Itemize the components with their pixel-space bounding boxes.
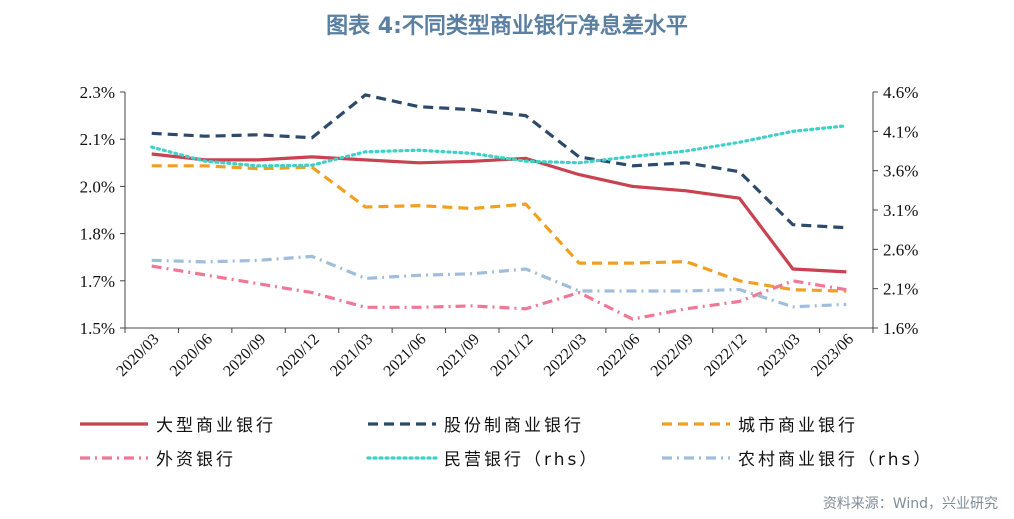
x-axis-tick-label: 2022/09	[648, 331, 697, 380]
x-axis-tick-label: 2023/03	[755, 331, 804, 380]
series-line-5	[151, 254, 847, 309]
series-line-3	[151, 264, 847, 321]
x-axis-tick-label: 2022/12	[701, 331, 750, 380]
right-axis-tick-label: 3.6%	[883, 162, 918, 181]
right-axis-tick-label: 1.6%	[883, 319, 918, 338]
left-axis-tick-label: 1.5%	[80, 319, 115, 338]
x-axis-tick-label: 2022/03	[541, 331, 590, 380]
series-line-0	[151, 152, 847, 274]
x-axis-tick-label: 2021/12	[487, 331, 536, 380]
right-axis-tick-label: 3.1%	[883, 201, 918, 220]
left-axis-tick-label: 2.3%	[80, 83, 115, 102]
legend-label-5: 农村商业银行（rhs）	[738, 450, 933, 470]
right-axis-tick-label: 2.1%	[883, 280, 918, 299]
series-line-2	[151, 164, 847, 293]
series-line-1	[151, 93, 847, 230]
chart-title: 图表 4:不同类型商业银行净息差水平	[326, 14, 688, 39]
x-axis-tick-label: 2021/09	[434, 331, 483, 380]
left-axis-tick-label: 1.7%	[80, 272, 115, 291]
left-axis-tick-label: 2.1%	[80, 130, 115, 149]
x-axis-tick-label: 2021/06	[381, 331, 430, 380]
x-axis-tick-label: 2020/12	[274, 331, 323, 380]
right-axis-tick-label: 4.6%	[883, 83, 918, 102]
legend-label-2: 城市商业银行	[738, 416, 858, 436]
x-axis-tick-label: 2020/09	[220, 331, 269, 380]
x-axis-tick-label: 2021/03	[327, 331, 376, 380]
left-axis-tick-label: 1.8%	[80, 225, 115, 244]
x-axis-tick-label: 2022/06	[594, 331, 643, 380]
legend-label-4: 民营银行（rhs）	[444, 450, 599, 470]
series-line-4	[150, 124, 848, 168]
legend-label-1: 股份制商业银行	[444, 416, 584, 436]
legend-label-3: 外资银行	[156, 450, 236, 470]
right-axis-tick-label: 4.1%	[883, 122, 918, 141]
right-axis-tick-label: 2.6%	[883, 240, 918, 259]
legend-label-0: 大型商业银行	[156, 416, 276, 436]
x-axis-tick-label: 2020/06	[167, 331, 216, 380]
x-axis-tick-label: 2023/06	[808, 331, 857, 380]
source-note: 资料来源：Wind，兴业研究	[822, 496, 998, 512]
x-axis-tick-label: 2020/03	[113, 331, 162, 380]
left-axis-tick-label: 2.0%	[80, 177, 115, 196]
